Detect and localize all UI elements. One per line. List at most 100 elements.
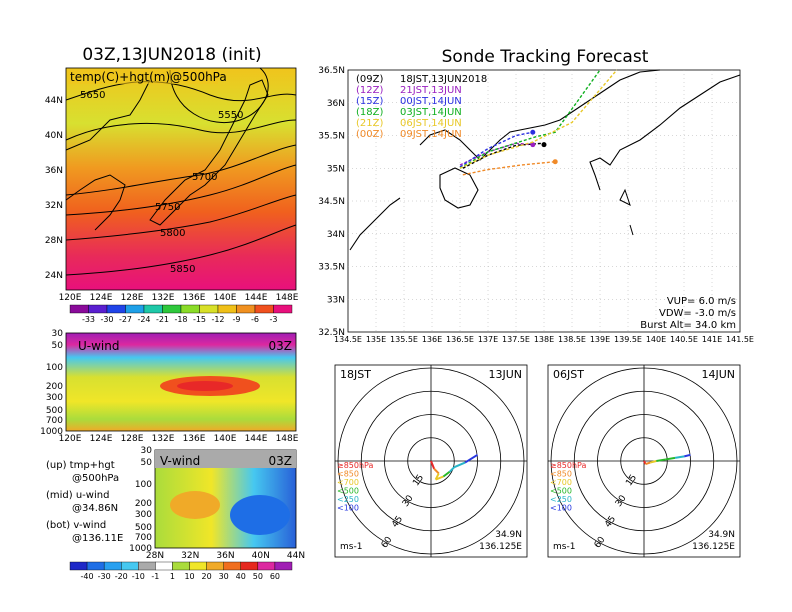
pressure-tick-label: 500 bbox=[135, 523, 152, 533]
lon-tick-label: 138.5E bbox=[558, 335, 586, 344]
colorbar-tick-label: 50 bbox=[253, 572, 263, 581]
hodo-legend-label: <100 bbox=[337, 504, 359, 513]
contour-line bbox=[65, 144, 297, 196]
lat-tick-label: 44N bbox=[45, 96, 63, 106]
left-lat-ticks: 44N 40N 36N 32N 28N 24N bbox=[45, 96, 63, 281]
colorbar-tick-label: 20 bbox=[202, 572, 212, 581]
hodo-lat: 34.9N bbox=[495, 530, 522, 540]
colorbar-tick-label: 30 bbox=[219, 572, 229, 581]
lat-tick-label: 34N bbox=[327, 230, 345, 240]
colorbar-tick-label: -1 bbox=[151, 572, 159, 581]
v-wind-negative-core bbox=[230, 495, 290, 535]
hodo-time: 18JST bbox=[340, 368, 371, 381]
colorbar-swatch bbox=[172, 561, 190, 571]
hodo-legend-label: <700 bbox=[550, 478, 572, 487]
contour-line bbox=[169, 67, 269, 124]
contour-line bbox=[65, 81, 297, 102]
hodo-unit: ms-1 bbox=[340, 542, 362, 552]
lon-tick-label: 144E bbox=[245, 434, 268, 444]
pressure-tick-label: 30 bbox=[52, 329, 64, 339]
colorbar-tick-label: -21 bbox=[156, 315, 169, 324]
hodo-segment bbox=[656, 458, 666, 462]
contour-label: 5700 bbox=[192, 172, 217, 183]
contour-line bbox=[65, 119, 297, 141]
lon-tick-label: 124E bbox=[90, 293, 113, 303]
hodo-legend-label: <500 bbox=[550, 487, 572, 496]
hodo-lon: 136.125E bbox=[479, 542, 522, 552]
sonde-map: (09Z) 18JST,13JUN2018 (12Z) 21JST,13JUN (15Z… bbox=[347, 69, 741, 333]
colorbar-swatch bbox=[199, 304, 219, 314]
lon-tick-label: 138E bbox=[534, 335, 554, 344]
hodo-legend-label: <500 bbox=[337, 487, 359, 496]
lon-tick-label: 148E bbox=[276, 434, 299, 444]
colorbar-swatch bbox=[189, 561, 207, 571]
launch-code: (21Z) bbox=[356, 118, 383, 129]
lat-tick-label: 32.5N bbox=[318, 328, 345, 338]
hodo-segment bbox=[442, 471, 451, 478]
hodo-legend-label: <850 bbox=[337, 470, 359, 479]
hodo-legend-label: <700 bbox=[337, 478, 359, 487]
hodo-time: 06JST bbox=[553, 368, 584, 381]
launch-legend: (09Z) 18JST,13JUN2018 (12Z) 21JST,13JUN (15Z… bbox=[356, 74, 487, 140]
lon-tick-label: 128E bbox=[121, 434, 144, 444]
coastline-west bbox=[349, 197, 401, 251]
hodo-segment bbox=[674, 455, 685, 459]
lat-tick-label: 33.5N bbox=[318, 263, 345, 273]
colorbar-swatch bbox=[274, 561, 293, 571]
landing-point bbox=[541, 142, 547, 148]
colorbar-swatch bbox=[69, 561, 88, 571]
v-wind-time: 03Z bbox=[269, 454, 293, 468]
lat-tick-label: 33N bbox=[327, 295, 345, 305]
hodo-lon: 136.125E bbox=[692, 542, 735, 552]
hodo-legend-label: <250 bbox=[550, 495, 572, 504]
panel-legend-notes: (up) tmp+hgt @500hPa (mid) u-wind @34.86… bbox=[46, 460, 123, 544]
pressure-tick-label: 1000 bbox=[40, 427, 63, 437]
param-vdw: VDW= -3.0 m/s bbox=[659, 308, 736, 319]
colorbar-tick-label: -33 bbox=[82, 315, 95, 324]
hodo-segment bbox=[684, 453, 691, 458]
coastline bbox=[419, 69, 741, 191]
lon-tick-label: 137.5E bbox=[502, 335, 530, 344]
hodo-segment bbox=[430, 460, 436, 470]
pressure-tick-label: 700 bbox=[135, 533, 152, 543]
hodo-date: 14JUN bbox=[701, 368, 735, 381]
colorbar-swatch bbox=[236, 304, 256, 314]
colorbar-swatch bbox=[86, 561, 105, 571]
colorbar-swatch bbox=[257, 561, 276, 571]
lat-tick-label: 32N bbox=[181, 551, 199, 561]
colorbar-swatch bbox=[162, 304, 182, 314]
sonde-track bbox=[459, 69, 601, 169]
landing-point bbox=[530, 129, 536, 135]
hodo-legend-label: <100 bbox=[550, 504, 572, 513]
hodo-segment bbox=[649, 460, 657, 464]
v-wind-core bbox=[170, 491, 220, 519]
contour-line bbox=[65, 224, 297, 276]
pressure-tick-label: 100 bbox=[135, 480, 152, 490]
u-wind-x-ticks: 120E 124E 128E 132E 136E 140E 144E 148E bbox=[59, 434, 299, 444]
landing-point bbox=[530, 142, 536, 148]
v-wind-label: V-wind bbox=[160, 454, 200, 468]
lon-tick-label: 140E bbox=[646, 335, 666, 344]
launch-code: (18Z) bbox=[356, 107, 383, 118]
lat-tick-label: 40N bbox=[45, 131, 63, 141]
temperature-field bbox=[65, 67, 297, 291]
lat-tick-label: 28N bbox=[45, 236, 63, 246]
hodo-segment bbox=[645, 461, 651, 466]
launch-label: 03JST,14JUN bbox=[400, 107, 462, 118]
track-layer bbox=[459, 69, 618, 176]
colorbar-tick-label: -15 bbox=[193, 315, 206, 324]
colorbar-swatch bbox=[103, 561, 122, 571]
lon-tick-label: 139E bbox=[590, 335, 610, 344]
lon-tick-label: 134.5E bbox=[334, 335, 362, 344]
colorbar-swatch bbox=[138, 561, 156, 571]
pressure-tick-label: 200 bbox=[46, 382, 63, 392]
map-lat-ticks: 36.5N 36N 35.5N 35N 34.5N 34N 33.5N 33N 32.5N bbox=[318, 66, 345, 338]
launch-label: 09JST,14JUN bbox=[400, 129, 462, 140]
lat-tick-label: 34.5N bbox=[318, 197, 345, 207]
sonde-track bbox=[462, 161, 556, 176]
lon-tick-label: 120E bbox=[59, 293, 82, 303]
contour-line bbox=[65, 194, 297, 241]
note-mid-line2: @34.86N bbox=[72, 503, 118, 514]
lat-tick-label: 40N bbox=[252, 551, 270, 561]
